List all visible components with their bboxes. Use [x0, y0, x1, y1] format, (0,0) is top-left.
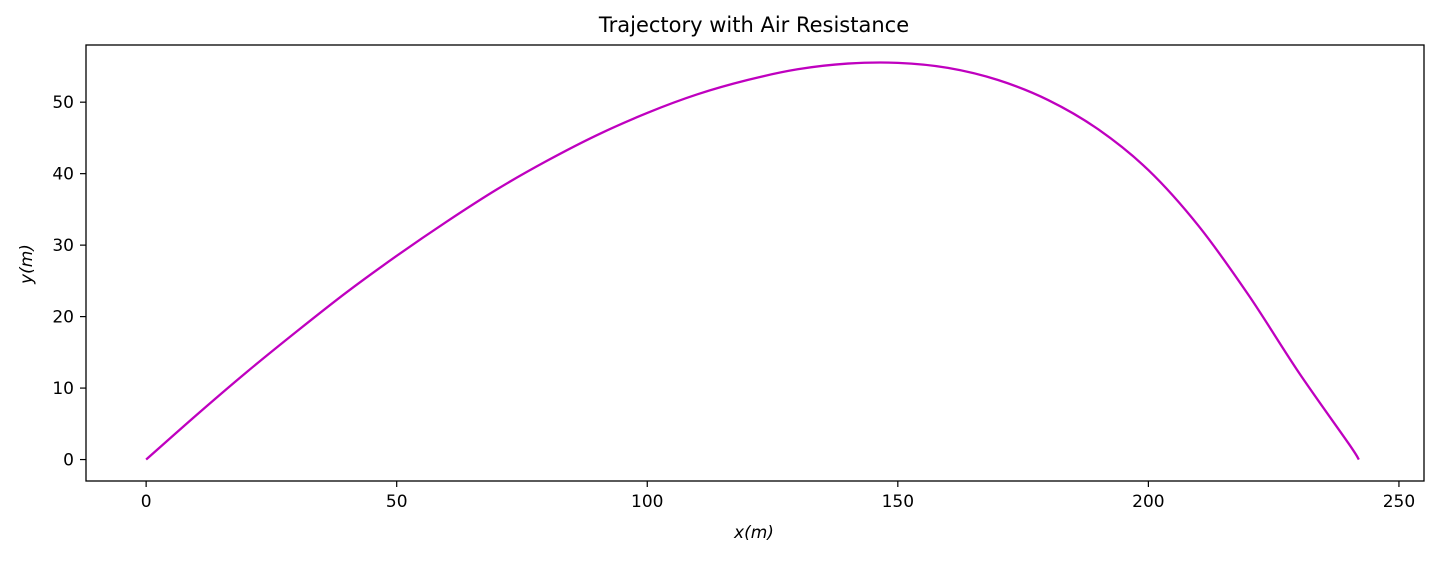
- x-tick-label: 0: [141, 492, 152, 512]
- plot-area: [85, 44, 1425, 482]
- axes-frame: [85, 44, 1425, 482]
- x-axis: 0 50 100 150 200 250: [141, 481, 1415, 512]
- chart-title: Trajectory with Air Resistance: [598, 13, 909, 37]
- y-tick-label: 30: [52, 236, 74, 256]
- x-axis-label: x(m): [733, 523, 774, 543]
- y-tick-label: 40: [52, 165, 74, 185]
- y-tick-label: 10: [52, 379, 74, 399]
- y-axis: 0 10 20 30 40 50: [52, 93, 86, 471]
- y-axis-label: y(m): [17, 244, 37, 285]
- x-tick-label: 100: [631, 492, 663, 512]
- y-tick-label: 20: [52, 308, 74, 328]
- trajectory-line: [145, 61, 1360, 461]
- y-tick-label: 0: [63, 451, 74, 471]
- x-tick-label: 250: [1383, 492, 1415, 512]
- x-tick-label: 150: [882, 492, 914, 512]
- x-tick-label: 50: [386, 492, 408, 512]
- y-tick-label: 50: [52, 93, 74, 113]
- series-layer: [145, 61, 1360, 461]
- x-tick-label: 200: [1132, 492, 1164, 512]
- axes-background: [86, 45, 1424, 481]
